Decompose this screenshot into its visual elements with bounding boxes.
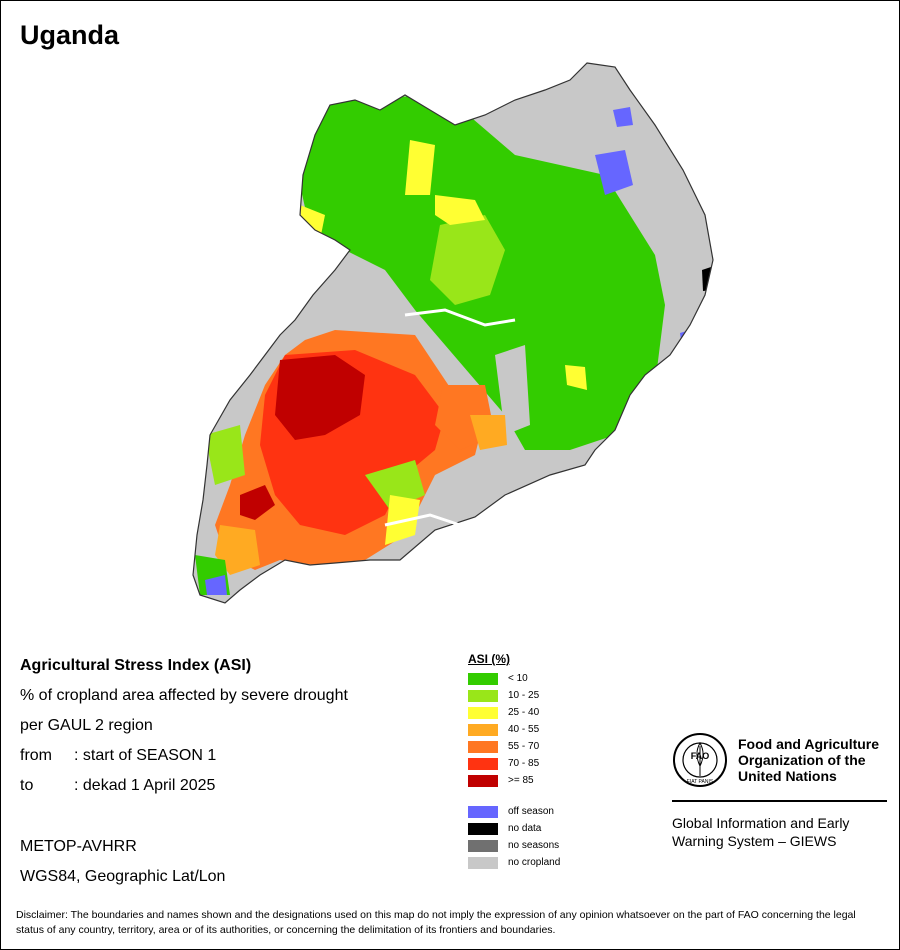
legend-class-swatch <box>468 740 498 753</box>
from-label: from <box>20 747 52 764</box>
asi-region-25-40 <box>405 140 435 195</box>
legend: ASI (%) < 10 10 - 25 25 - 40 40 - 55 55 - 70… <box>468 652 560 871</box>
giews-name: Global Information and Early Warning Sys… <box>672 814 887 850</box>
legend-class-row: 55 - 70 <box>468 738 560 755</box>
asi-region-85-plus <box>240 485 275 520</box>
legend-class-row: < 10 <box>468 670 560 687</box>
asi-region-10-25 <box>205 425 245 485</box>
country-border <box>192 62 714 604</box>
giews-line2: Warning System – GIEWS <box>672 833 837 849</box>
asi-region-10-25 <box>365 460 425 510</box>
legend-other-label: off season <box>508 806 554 817</box>
legend-class-label: 70 - 85 <box>508 758 540 769</box>
legend-class-row: 70 - 85 <box>468 755 560 772</box>
legend-other-row: no cropland <box>468 854 560 871</box>
legend-class-label: 55 - 70 <box>508 741 540 752</box>
legend-class-swatch <box>468 706 498 719</box>
legend-class-label: < 10 <box>508 673 528 684</box>
lake-kyoga <box>404 308 516 327</box>
legend-other-swatch <box>468 822 498 835</box>
asi-region-25-40 <box>435 195 485 225</box>
map-svg <box>192 62 714 604</box>
to-value: : dekad 1 April 2025 <box>74 777 216 794</box>
disclaimer: Disclaimer: The boundaries and names sho… <box>16 909 856 936</box>
off-season-region <box>680 330 692 347</box>
unit-region: per GAUL 2 region <box>20 717 153 734</box>
legend-other-label: no cropland <box>508 857 561 868</box>
asi-regions <box>193 63 713 603</box>
sensor-info: METOP-AVHRR WGS84, Geographic Lat/Lon <box>20 836 225 896</box>
country-map <box>185 55 725 615</box>
off-season-region <box>613 107 633 127</box>
legend-other-swatch <box>468 856 498 869</box>
fao-name-line3: United Nations <box>738 768 837 784</box>
legend-title: ASI (%) <box>468 652 510 666</box>
legend-class-label: 25 - 40 <box>508 707 540 718</box>
index-description: % of cropland area affected by severe dr… <box>20 687 348 704</box>
legend-class-label: >= 85 <box>508 775 534 786</box>
legend-class-label: 10 - 25 <box>508 690 540 701</box>
fao-name-line2: Organization of the <box>738 752 866 768</box>
legend-other-swatch <box>468 805 498 818</box>
legend-other-row: no seasons <box>468 837 560 854</box>
fao-motto: FIAT PANIS <box>687 779 714 785</box>
fao-emblem-text: FAO <box>691 751 710 761</box>
asi-region-25-40 <box>565 365 587 390</box>
lake-outline <box>384 513 461 527</box>
fao-name-line1: Food and Agriculture <box>738 736 880 752</box>
legend-class-row: 10 - 25 <box>468 687 560 704</box>
fao-divider <box>672 800 887 802</box>
legend-classes: < 10 10 - 25 25 - 40 40 - 55 55 - 70 70 - 85 >… <box>468 670 560 789</box>
asi-region-10-25 <box>430 215 505 305</box>
legend-other-row: off season <box>468 803 560 820</box>
period-to: to : dekad 1 April 2025 <box>20 775 348 805</box>
fao-name: Food and Agriculture Organization of the… <box>738 736 898 784</box>
asi-region-40-55 <box>470 415 507 450</box>
legend-class-row: 40 - 55 <box>468 721 560 738</box>
no-cropland-region <box>495 345 530 435</box>
legend-class-swatch <box>468 757 498 770</box>
legend-class-row: 25 - 40 <box>468 704 560 721</box>
legend-other-row: no data <box>468 820 560 837</box>
legend-other-label: no data <box>508 823 542 834</box>
fao-emblem-icon: FAO FIAT PANIS <box>673 733 727 787</box>
off-season-region <box>205 575 227 595</box>
legend-class-label: 40 - 55 <box>508 724 540 735</box>
legend-other-swatch <box>468 839 498 852</box>
from-value: : start of SEASON 1 <box>74 747 217 764</box>
sensor-name: METOP-AVHRR <box>20 838 137 855</box>
projection: WGS84, Geographic Lat/Lon <box>20 868 226 885</box>
period-from: from : start of SEASON 1 <box>20 745 348 775</box>
giews-line1: Global Information and Early <box>672 815 850 831</box>
legend-class-swatch <box>468 672 498 685</box>
asi-region-40-55 <box>215 525 260 575</box>
legend-other-label: no seasons <box>508 840 560 851</box>
asi-region-85-plus <box>275 355 365 440</box>
no-data-region <box>702 267 713 291</box>
to-label: to <box>20 777 34 794</box>
legend-other: off season no data no seasons no cropland <box>468 803 560 871</box>
legend-class-swatch <box>468 689 498 702</box>
map-info: Agricultural Stress Index (ASI) % of cro… <box>20 655 348 805</box>
legend-class-swatch <box>468 774 498 787</box>
legend-class-row: >= 85 <box>468 772 560 789</box>
index-name: Agricultural Stress Index (ASI) <box>20 657 252 674</box>
map-title: Uganda <box>20 20 120 50</box>
legend-class-swatch <box>468 723 498 736</box>
off-season-region <box>595 150 633 195</box>
